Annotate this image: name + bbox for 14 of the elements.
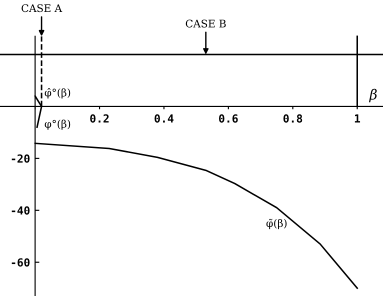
annotation: φ̃(β) — [266, 218, 287, 230]
x-tick-label: 0.4 — [154, 114, 174, 123]
annotation: φ̂°(β) — [44, 88, 70, 98]
annotation: CASE A — [22, 4, 62, 12]
y-tick-label: -20 — [12, 154, 30, 163]
annotation: φ°(β) — [44, 120, 70, 130]
annotation: CASE B — [186, 20, 226, 28]
x-tick-label: 1 — [354, 114, 360, 123]
x-tick-label: 0.8 — [283, 114, 302, 123]
x-tick-label: 0.6 — [219, 114, 238, 123]
x-tick-label: 0.2 — [90, 114, 109, 123]
y-tick-label: -60 — [12, 258, 30, 267]
x-axis-title: β — [368, 88, 377, 102]
y-tick-label: -40 — [12, 206, 30, 215]
